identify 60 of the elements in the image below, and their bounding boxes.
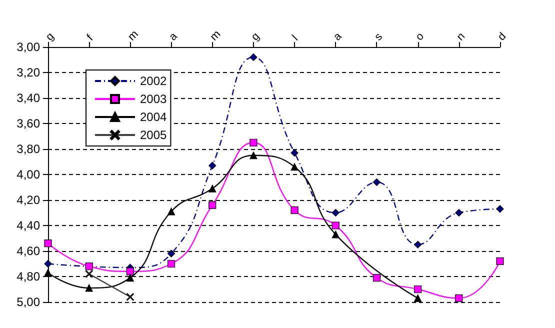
point [126,268,134,276]
point [250,53,258,61]
point [455,294,463,302]
x-tick-label: g [249,30,262,44]
y-tick-label: 3,40 [16,91,40,105]
point [250,138,258,146]
y-tick-label: 4,80 [16,270,40,284]
point [414,285,422,294]
point [332,208,340,217]
point [167,260,176,268]
legend-label: 2005 [140,128,168,142]
point [290,149,298,157]
point [44,268,52,276]
point [372,178,381,186]
point [332,230,340,238]
y-tick-label: 5,00 [16,295,40,309]
point [208,201,216,209]
y-tick-label: 3,80 [16,142,40,156]
point [126,293,134,301]
y-tick-label: 3,60 [16,116,40,130]
x-tick-label: m [126,28,141,44]
point [414,294,422,302]
point [85,284,93,292]
x-tick-label: f [84,32,96,44]
y-tick-label: 4,60 [16,244,40,258]
x-tick-label: a [331,30,345,44]
point [290,163,298,171]
x-tick-label: o [414,30,426,44]
point [44,240,52,248]
point [414,240,422,248]
legend-label: 2003 [140,92,168,106]
x-tick-label: d [496,30,509,44]
point [44,260,52,268]
point [372,274,381,282]
point [290,206,298,214]
point [85,262,93,270]
x-tick-label: s [372,30,386,44]
y-tick-label: 3,20 [16,66,40,80]
point [85,270,93,278]
point [208,184,216,192]
point [126,274,134,282]
point [496,205,504,213]
x-tick-label: m [208,28,224,44]
point [167,250,176,258]
x-tick-label: g [44,30,57,44]
legend-label: 2004 [140,110,168,124]
y-tick-label: 4,20 [16,193,40,207]
point [250,152,258,160]
x-tick-label: l [290,33,301,44]
point [208,162,216,170]
y-tick-label: 4,00 [16,168,40,182]
point [496,257,504,265]
y-tick-label: 3,00 [16,40,40,54]
point [332,222,340,230]
x-tick-label: a [167,30,180,44]
point [167,208,176,216]
point [455,208,463,217]
x-tick-label: n [454,30,468,44]
y-tick-label: 4,40 [16,218,40,232]
legend-label: 2002 [140,74,168,88]
